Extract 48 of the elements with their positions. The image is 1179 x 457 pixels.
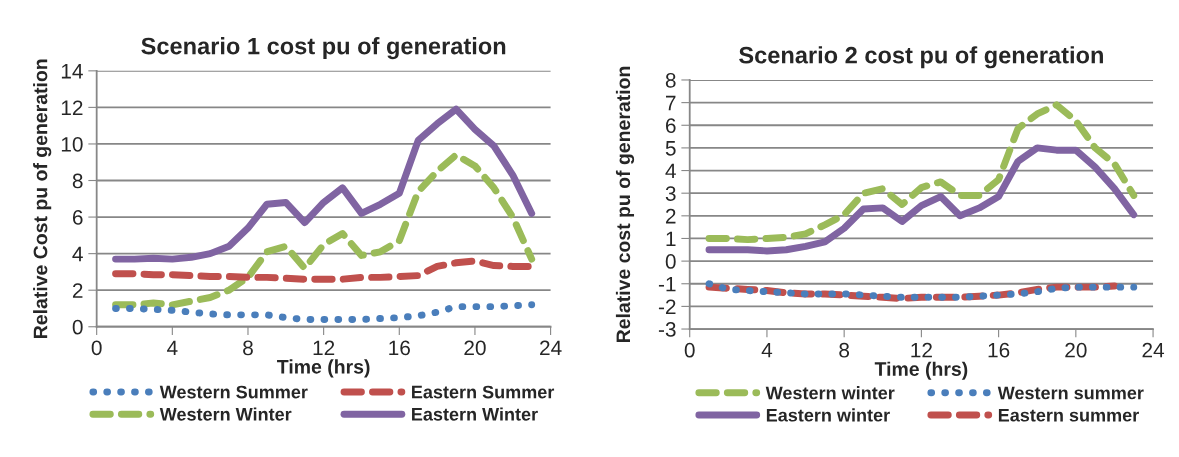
y-tick-label: 6 bbox=[665, 118, 676, 134]
x-tick-label: 12 bbox=[313, 340, 335, 356]
y-tick-label: 8 bbox=[72, 173, 83, 189]
legend-label: Eastern Summer bbox=[412, 385, 555, 399]
y-axis-title: Relative Cost pu of generation bbox=[33, 59, 52, 338]
chart-title: Scenario 2 cost pu of generation bbox=[739, 46, 1103, 69]
y-tick-label: 12 bbox=[61, 100, 83, 115]
y-tick-label: 2 bbox=[72, 283, 83, 298]
chart-title: Scenario 1 cost pu of generation bbox=[141, 37, 506, 60]
x-tick-label: 20 bbox=[464, 340, 486, 356]
y-tick-label: 5 bbox=[665, 141, 676, 156]
y-tick-label: -2 bbox=[658, 299, 676, 314]
x-tick-label: 20 bbox=[1065, 342, 1087, 358]
x-tick-label: 4 bbox=[761, 343, 773, 358]
y-tick-label: 6 bbox=[72, 210, 83, 225]
x-axis-title: Time (hrs) bbox=[277, 359, 370, 378]
x-tick-label: 0 bbox=[684, 342, 695, 358]
legend-label: Eastern winter bbox=[766, 408, 890, 422]
y-tick-label: 8 bbox=[665, 72, 676, 88]
x-tick-label: 4 bbox=[167, 340, 178, 356]
legend-label: Western winter bbox=[765, 386, 895, 400]
y-axis-title: Relative cost pu of generation bbox=[615, 66, 635, 343]
legend-label: Western Summer bbox=[159, 385, 308, 399]
x-tick-label: 16 bbox=[988, 342, 1010, 358]
y-tick-label: 0 bbox=[665, 254, 676, 269]
y-tick-label: 7 bbox=[666, 95, 676, 111]
x-tick-label: 0 bbox=[91, 340, 102, 356]
legend-label: Eastern summer bbox=[998, 408, 1139, 422]
y-tick-label: 4 bbox=[665, 163, 676, 179]
y-tick-label: 2 bbox=[665, 208, 676, 224]
x-tick-label: 24 bbox=[1142, 342, 1165, 358]
x-axis-title: Time (hrs) bbox=[874, 361, 968, 380]
y-tick-label: 0 bbox=[72, 319, 83, 335]
x-tick-label: 12 bbox=[911, 342, 932, 358]
y-tick-label: 4 bbox=[72, 246, 83, 262]
legend-label: Eastern Winter bbox=[412, 407, 538, 421]
x-tick-label: 24 bbox=[540, 340, 562, 356]
y-tick-label: 1 bbox=[666, 231, 676, 247]
legend-label: Western Winter bbox=[159, 407, 292, 421]
y-tick-label: 3 bbox=[665, 186, 676, 201]
y-tick-label: -3 bbox=[658, 322, 676, 337]
x-tick-label: 8 bbox=[243, 340, 253, 356]
x-tick-label: 8 bbox=[839, 342, 850, 358]
x-tick-label: 16 bbox=[389, 340, 410, 356]
y-tick-label: 10 bbox=[61, 136, 83, 152]
y-tick-label: -1 bbox=[658, 276, 676, 292]
y-tick-label: 14 bbox=[61, 64, 83, 79]
legend-label: Western summer bbox=[997, 386, 1144, 400]
